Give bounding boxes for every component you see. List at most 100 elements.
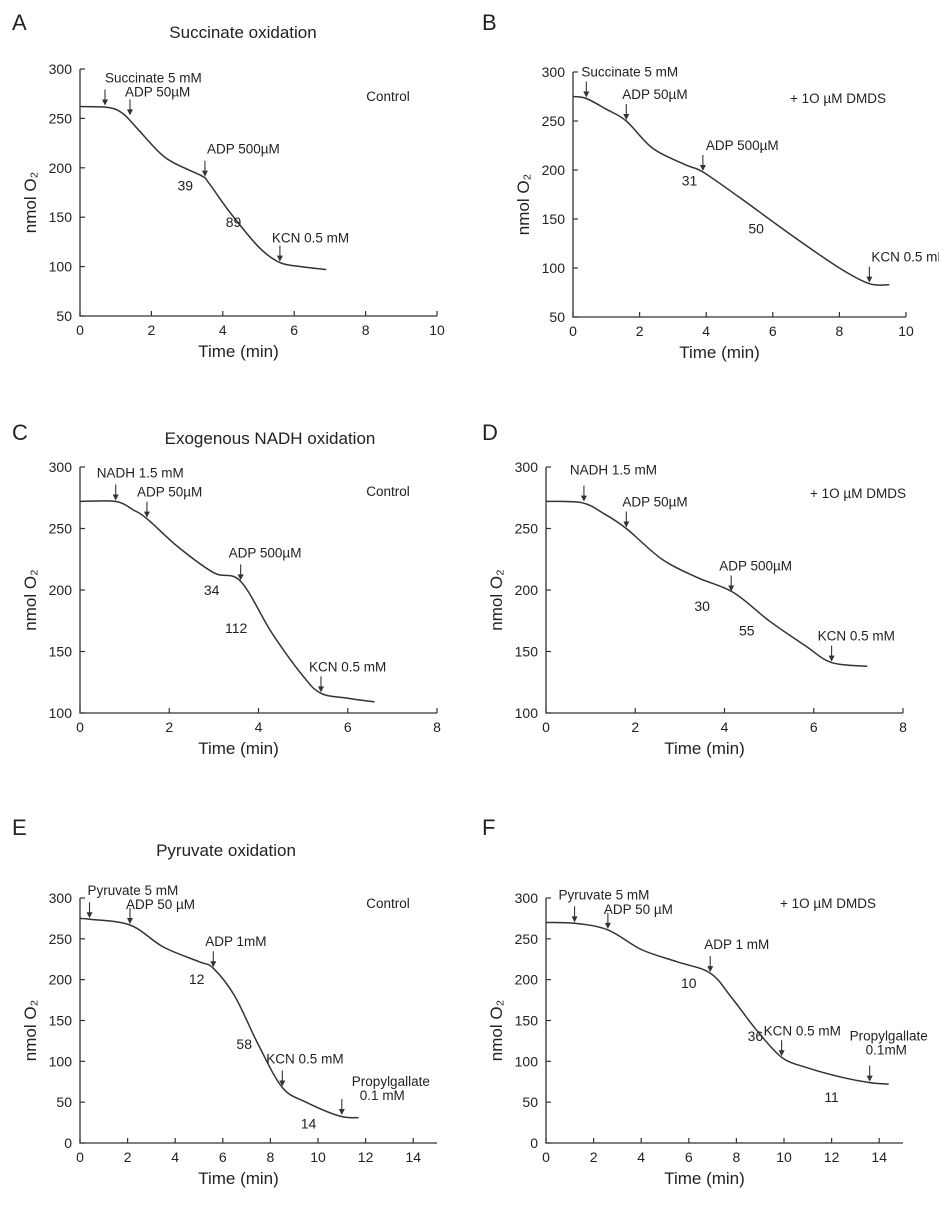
addition-label-f: 0.1mM bbox=[866, 1043, 907, 1058]
addition-arrowhead-e bbox=[338, 1109, 345, 1116]
addition-arrowhead-e bbox=[210, 961, 217, 968]
addition-label-a: Succinate 5 mM bbox=[105, 71, 202, 86]
x-tick-label-f: 12 bbox=[824, 1149, 840, 1165]
axes-b bbox=[572, 72, 906, 318]
addition-label-d: ADP 500µM bbox=[719, 558, 792, 573]
y-tick-label-f: 100 bbox=[515, 1053, 539, 1069]
addition-label-a: ADP 500µM bbox=[207, 142, 280, 157]
addition-label-e: ADP 50 µM bbox=[126, 897, 195, 912]
y-tick-label-b: 150 bbox=[542, 211, 566, 227]
x-tick-label-f: 6 bbox=[685, 1149, 693, 1165]
x-tick-label-a: 0 bbox=[76, 322, 84, 338]
panel-letter-a: A bbox=[12, 10, 27, 35]
rate-label-b: 50 bbox=[748, 221, 764, 237]
x-tick-label-c: 6 bbox=[344, 719, 352, 735]
section-title-succinate: Succinate oxidation bbox=[169, 23, 316, 42]
addition-label-f: Pyruvate 5 mM bbox=[559, 887, 650, 902]
addition-label-b: Succinate 5 mM bbox=[581, 64, 678, 79]
addition-label-d: NADH 1.5 mM bbox=[570, 463, 657, 478]
x-tick-label-a: 2 bbox=[148, 322, 156, 338]
addition-label-c: ADP 500µM bbox=[229, 545, 302, 560]
rate-label-d: 30 bbox=[694, 598, 710, 614]
oxygen-trace-e bbox=[79, 917, 359, 1119]
panel-letter-d: D bbox=[482, 420, 498, 445]
addition-label-a: KCN 0.5 mM bbox=[272, 231, 349, 246]
panel-letter-b: B bbox=[482, 10, 497, 35]
x-tick-label-a: 6 bbox=[290, 322, 298, 338]
x-tick-label-b: 4 bbox=[702, 323, 710, 339]
addition-arrowhead-e bbox=[279, 1080, 286, 1087]
addition-arrowhead-f bbox=[604, 922, 611, 929]
y-tick-label-c: 250 bbox=[49, 521, 73, 537]
condition-label-d: + 1O µM DMDS bbox=[810, 486, 906, 501]
x-axis-label-e: Time (min) bbox=[198, 1169, 279, 1188]
x-tick-label-b: 0 bbox=[569, 323, 577, 339]
y-tick-label-e: 200 bbox=[49, 972, 73, 988]
x-tick-label-e: 0 bbox=[76, 1149, 84, 1165]
addition-label-c: ADP 50µM bbox=[137, 485, 202, 500]
addition-label-d: ADP 50µM bbox=[622, 495, 687, 510]
y-tick-label-f: 200 bbox=[515, 972, 539, 988]
x-tick-label-d: 2 bbox=[631, 719, 639, 735]
oxygen-trace-d bbox=[545, 500, 868, 668]
x-tick-label-f: 10 bbox=[776, 1149, 792, 1165]
y-tick-label-e: 150 bbox=[49, 1013, 73, 1029]
addition-label-e: KCN 0.5 mM bbox=[266, 1051, 343, 1066]
x-tick-label-f: 2 bbox=[590, 1149, 598, 1165]
x-tick-label-a: 4 bbox=[219, 322, 227, 338]
y-tick-label-e: 100 bbox=[49, 1053, 73, 1069]
x-tick-label-e: 10 bbox=[310, 1149, 326, 1165]
y-axis-label-a: nmol O₂ bbox=[21, 172, 40, 233]
y-tick-label-d: 150 bbox=[515, 644, 539, 660]
addition-label-e: Pyruvate 5 mM bbox=[88, 883, 179, 898]
addition-label-e: 0.1 mM bbox=[360, 1088, 405, 1103]
axes-f bbox=[545, 898, 903, 1144]
addition-arrowhead-e bbox=[126, 917, 133, 924]
oxygen-trace-f bbox=[545, 921, 889, 1085]
x-axis-label-d: Time (min) bbox=[664, 739, 745, 758]
addition-label-f: ADP 50 µM bbox=[604, 902, 673, 917]
x-tick-label-f: 14 bbox=[871, 1149, 887, 1165]
x-axis-label-f: Time (min) bbox=[664, 1169, 745, 1188]
condition-label-f: + 1O µM DMDS bbox=[780, 896, 876, 911]
x-tick-label-c: 2 bbox=[165, 719, 173, 735]
panel-b: B + 1O µM DMDS 50 100 150 200 250 300 0 2 4 6 8 10 Tim… bbox=[482, 10, 939, 362]
addition-arrowhead-d bbox=[623, 521, 630, 528]
addition-arrowhead-a bbox=[276, 255, 283, 262]
y-tick-label-e: 0 bbox=[64, 1135, 72, 1151]
addition-arrowhead-c bbox=[143, 511, 150, 518]
addition-arrowhead-c bbox=[112, 494, 119, 501]
y-tick-label-c: 200 bbox=[49, 582, 73, 598]
rate-label-a: 39 bbox=[178, 178, 194, 194]
condition-label-e: Control bbox=[366, 896, 410, 911]
x-tick-label-f: 0 bbox=[542, 1149, 550, 1165]
x-axis-label-c: Time (min) bbox=[198, 739, 279, 758]
addition-arrowhead-f bbox=[707, 966, 714, 973]
panel-d: D + 1O µM DMDS 100 150 200 250 300 0 2 4 6 8 Time (m… bbox=[482, 420, 907, 758]
y-tick-label-a: 200 bbox=[49, 160, 73, 176]
oxygen-trace-a bbox=[79, 105, 327, 271]
x-tick-label-d: 4 bbox=[721, 719, 729, 735]
rate-label-c: 112 bbox=[225, 620, 248, 636]
addition-label-e: Propylgallate bbox=[352, 1074, 430, 1089]
axes-d bbox=[545, 467, 903, 714]
addition-label-b: ADP 500µM bbox=[706, 138, 779, 153]
y-tick-label-b: 100 bbox=[542, 260, 566, 276]
x-tick-label-c: 4 bbox=[255, 719, 263, 735]
addition-label-d: KCN 0.5 mM bbox=[818, 629, 895, 644]
x-axis-label-a: Time (min) bbox=[198, 342, 279, 361]
condition-label-a: Control bbox=[366, 89, 410, 104]
x-tick-label-d: 0 bbox=[542, 719, 550, 735]
addition-label-c: NADH 1.5 mM bbox=[97, 465, 184, 480]
y-tick-label-a: 250 bbox=[49, 110, 73, 126]
addition-arrowhead-b bbox=[866, 276, 873, 283]
addition-label-c: KCN 0.5 mM bbox=[309, 659, 386, 674]
addition-arrowhead-a bbox=[101, 99, 108, 106]
panel-letter-f: F bbox=[482, 815, 495, 840]
addition-label-b: KCN 0.5 mM bbox=[871, 250, 939, 265]
x-tick-label-d: 6 bbox=[810, 719, 818, 735]
addition-arrowhead-b bbox=[623, 114, 630, 120]
y-tick-label-d: 300 bbox=[515, 459, 539, 475]
y-tick-label-d: 200 bbox=[515, 582, 539, 598]
x-tick-label-c: 0 bbox=[76, 719, 84, 735]
